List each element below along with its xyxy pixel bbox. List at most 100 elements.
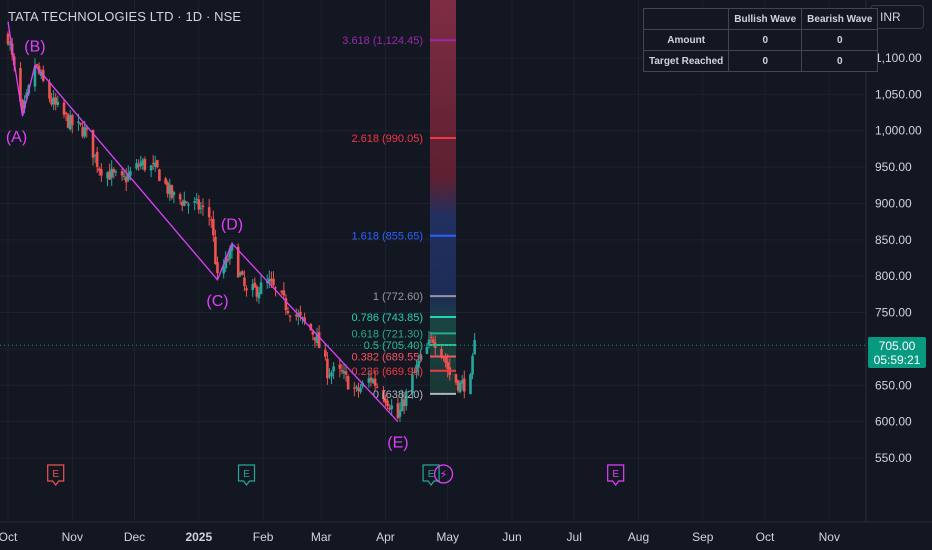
candle-body	[48, 82, 51, 99]
candle-body	[274, 287, 277, 289]
candle-body	[164, 178, 167, 184]
wave-label: (A)	[6, 129, 27, 146]
candle-body	[228, 248, 232, 259]
candle-body	[91, 129, 95, 158]
candle-body	[110, 168, 113, 178]
panel-cell-bearish: 0	[801, 29, 879, 51]
candle-body	[106, 172, 109, 179]
candle-body	[398, 409, 402, 417]
candle-body	[284, 298, 288, 311]
candle-body	[355, 386, 358, 388]
candle-body	[313, 337, 317, 341]
candle-body	[52, 97, 55, 105]
candle-body	[81, 127, 84, 137]
panel-header-empty	[642, 8, 730, 30]
candle-body	[259, 282, 263, 294]
price-axis: 550.00600.00650.00700.00750.00800.00850.…	[875, 51, 922, 465]
earnings-marker-label: E	[428, 469, 435, 480]
candle-body	[462, 378, 466, 392]
candle-body	[411, 374, 414, 393]
candle-body	[64, 112, 68, 114]
candle-body	[427, 339, 431, 346]
candle-body	[79, 122, 82, 125]
earnings-marker	[422, 464, 440, 486]
y-tick-label: 900.00	[875, 196, 912, 210]
candle-body	[458, 382, 462, 393]
candle-body	[236, 246, 240, 278]
candle-body	[473, 339, 476, 355]
candle-body	[359, 388, 362, 392]
candle-body	[216, 262, 219, 274]
candle-body	[238, 272, 242, 276]
candle-body	[172, 192, 176, 196]
candle-body	[456, 380, 460, 391]
x-tick-label: Aug	[628, 530, 649, 544]
candle-body	[382, 390, 385, 400]
candle-body	[97, 168, 101, 171]
candle-body	[195, 198, 199, 200]
candle-body	[386, 400, 389, 407]
candle-body	[404, 391, 408, 406]
y-tick-label: 650.00	[875, 378, 912, 392]
candle-body	[201, 205, 205, 208]
x-tick-label: Mar	[311, 530, 332, 544]
candle-body	[222, 266, 225, 274]
y-tick-label: 1,050.00	[875, 87, 922, 101]
candle-body	[156, 160, 159, 168]
candle-body	[431, 339, 435, 343]
candle-body	[166, 182, 169, 194]
candle-body	[444, 357, 447, 363]
wave-label: (C)	[206, 293, 228, 310]
candle-body	[388, 407, 391, 410]
candle-body	[39, 72, 43, 76]
wave-label: (E)	[387, 435, 408, 452]
x-tick-label: Nov	[819, 530, 840, 544]
candle-body	[230, 244, 234, 251]
x-tick-label: May	[436, 530, 459, 544]
currency-selector[interactable]: INR	[870, 5, 924, 29]
x-tick-label: 2025	[185, 530, 212, 544]
candle-body	[180, 201, 184, 206]
candle-body	[68, 115, 72, 130]
candle-body	[62, 102, 66, 115]
candle-body	[77, 121, 80, 123]
fib-level-label: 1.618 (855.65)	[351, 231, 423, 243]
current-price-value: 705.00	[878, 339, 916, 353]
candle-body	[83, 126, 87, 137]
candle-body	[197, 199, 201, 210]
candle-body	[417, 360, 420, 368]
candle-body	[272, 278, 275, 286]
candle-body	[199, 207, 203, 209]
elliott-wave-line	[7, 21, 399, 423]
candle-body	[303, 317, 306, 322]
candle-body	[353, 387, 356, 389]
candle-body	[153, 162, 157, 167]
candle-body	[311, 331, 315, 335]
wave-label: (D)	[221, 216, 243, 233]
panel-header-bearish: Bearish Wave	[801, 8, 879, 30]
candle-body	[56, 101, 60, 105]
fib-level-label: 0.618 (721.30)	[351, 328, 423, 340]
candle-body	[369, 377, 373, 381]
x-tick-label: Nov	[62, 530, 83, 544]
x-tick-label: Jun	[502, 530, 521, 544]
event-markers: E E E ⚡ E	[47, 464, 625, 486]
candle-body	[460, 380, 464, 384]
candle-body	[280, 290, 284, 293]
y-tick-label: 800.00	[875, 269, 912, 283]
candle-body	[25, 92, 28, 99]
x-tick-label: Oct	[756, 530, 775, 544]
candle-body	[122, 175, 126, 177]
candle-body	[212, 218, 215, 236]
panel-cell-bearish: 0	[801, 50, 879, 72]
x-tick-label: Apr	[376, 530, 395, 544]
candle-body	[139, 162, 143, 167]
candle-body	[149, 165, 153, 171]
candle-body	[346, 376, 350, 390]
candle-body	[170, 185, 174, 198]
candle-body	[270, 279, 273, 282]
panel-cell-bullish: 0	[728, 50, 803, 72]
candle-body	[357, 387, 360, 392]
